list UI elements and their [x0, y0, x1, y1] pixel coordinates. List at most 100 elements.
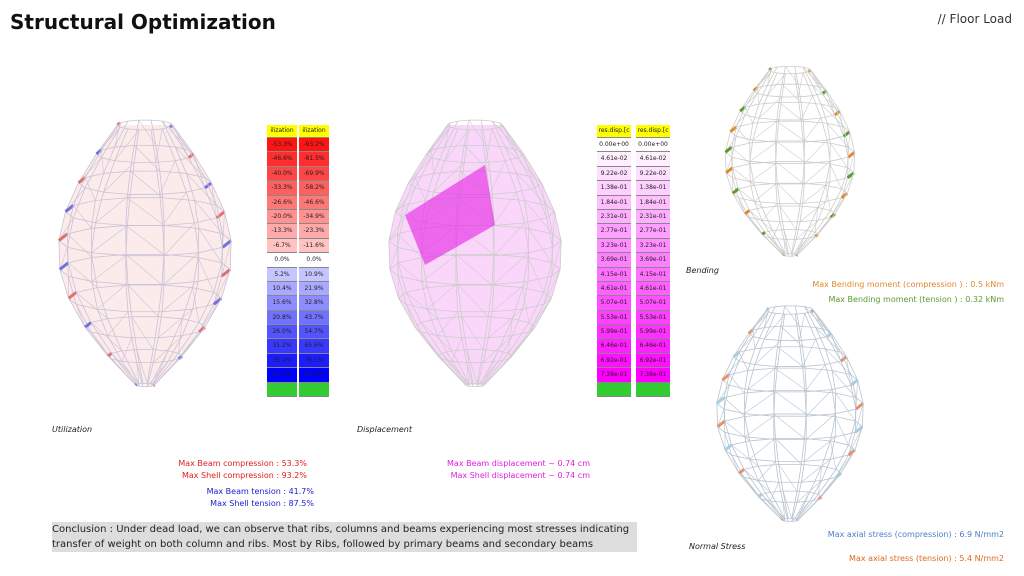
frame-member [814, 207, 819, 233]
displacement-legend-beam: res.disp.[c 0.00e+00 4.61e-02 9.22e-02 1.38e… [597, 125, 631, 398]
frame-member [534, 298, 552, 328]
frame-member [794, 238, 808, 257]
legend-cell: 6.92e-01 [597, 353, 631, 369]
legend-cell: -46.6% [267, 152, 297, 167]
frame-member [421, 257, 428, 288]
frame-member [763, 308, 770, 328]
frame-member [756, 68, 772, 88]
frame-member [492, 120, 500, 124]
frame-member [777, 65, 786, 68]
frame-member [59, 269, 70, 299]
frame-member [801, 117, 822, 121]
frame-member [127, 119, 139, 122]
frame-member [798, 83, 813, 86]
frame-member [433, 146, 446, 174]
frame-member [550, 269, 561, 299]
frame-member [552, 233, 562, 241]
frame-member [499, 122, 520, 151]
frame-member [182, 308, 193, 336]
frame-member [820, 114, 836, 119]
legend-cell: -13.3% [267, 224, 297, 239]
frame-member [815, 327, 842, 353]
frame-member [774, 366, 778, 392]
frame-member [834, 106, 841, 112]
frame-member [782, 253, 785, 257]
frame-member [489, 170, 517, 174]
frame-member [194, 200, 200, 229]
frame-member [437, 335, 462, 339]
frame-member [799, 183, 804, 207]
legend-cell: 4.61e-02 [636, 152, 670, 167]
frame-member [738, 188, 750, 211]
legend-cell: 3.23e-01 [636, 238, 670, 254]
frame-member [835, 469, 842, 474]
frame-member [772, 229, 784, 231]
frame-member [444, 129, 470, 161]
frame-member [802, 121, 805, 141]
frame-member [188, 157, 206, 189]
frame-member [731, 454, 750, 460]
legend-cell: 76.5% [299, 353, 329, 369]
frame-member [481, 119, 493, 122]
frame-member [397, 233, 399, 263]
frame-member [835, 392, 857, 399]
frame-member [804, 139, 828, 164]
frame-member [523, 153, 542, 183]
frame-member [749, 210, 773, 231]
frame-member [194, 217, 217, 224]
frame-member [67, 228, 92, 235]
frame-member [505, 146, 536, 178]
frame-member [441, 353, 470, 384]
legend-cell: 4.15e-01 [636, 267, 670, 282]
frame-member [389, 269, 399, 277]
legend-cell: 2.77e-01 [597, 224, 631, 239]
frame-member [107, 335, 132, 339]
legend-cell: 36.4% [267, 353, 297, 369]
beam-compression: Max Beam compression : 53.3% [178, 459, 307, 468]
frame-member [505, 146, 519, 151]
frame-member [174, 160, 187, 193]
frame-member [444, 128, 459, 161]
frame-member [778, 464, 784, 492]
frame-member [480, 361, 499, 387]
legend-cell: 9.22e-02 [636, 166, 670, 182]
legend-cell: 54.7% [299, 325, 329, 340]
frame-member [781, 83, 802, 103]
beam-tension: Max Beam tension : 41.7% [206, 487, 314, 496]
frame-member [150, 361, 169, 387]
frame-member [754, 327, 765, 349]
frame-member [725, 172, 734, 194]
frame-member [802, 183, 805, 204]
shell-surface [58, 125, 232, 385]
frame-member [731, 440, 750, 446]
frame-member [752, 336, 765, 340]
frame-member [492, 222, 525, 227]
frame-member [162, 197, 165, 226]
frame-member [516, 187, 535, 193]
frame-member [512, 318, 530, 323]
frame-member [522, 281, 529, 310]
frame-member [744, 209, 751, 216]
frame-member [770, 500, 784, 503]
frame-member [528, 228, 553, 235]
frame-member [806, 389, 833, 417]
frame-member [777, 346, 806, 369]
legend-cell: 0.00e+00 [636, 138, 670, 153]
frame-member [744, 436, 750, 460]
frame-member [825, 348, 852, 375]
frame-member [752, 311, 770, 337]
frame-member [764, 230, 773, 233]
frame-member [835, 444, 849, 470]
frame-member [491, 128, 506, 161]
frame-member [95, 222, 128, 227]
frame-member [809, 491, 819, 495]
frame-member [95, 173, 104, 201]
frame-member [820, 103, 844, 128]
frame-member [752, 119, 780, 141]
legend-cell: 0.0% [267, 253, 297, 268]
frame-member [100, 150, 104, 174]
frame-member [805, 389, 833, 393]
frame-member [854, 397, 857, 422]
frame-member [488, 316, 513, 320]
frame-member [182, 331, 200, 337]
